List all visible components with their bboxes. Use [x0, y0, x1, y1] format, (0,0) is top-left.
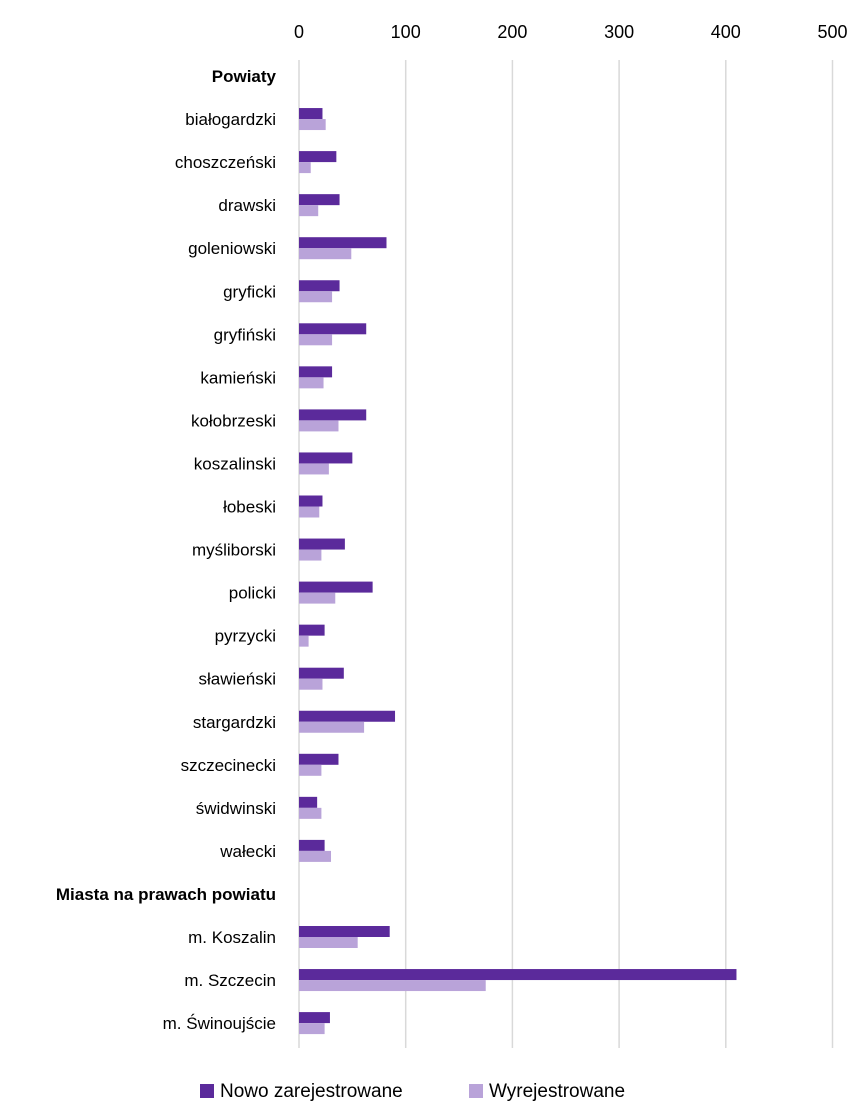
bar-wyrejestrowane	[299, 764, 322, 776]
bar-nowo-zarejestrowane	[299, 667, 344, 679]
bar-nowo-zarejestrowane	[299, 237, 387, 249]
category-labels: Powiaty białogardzki choszczeński drawski go…	[56, 67, 277, 1033]
bars	[299, 108, 737, 1035]
bar-wyrejestrowane	[299, 678, 323, 690]
category-label: choszczeński	[175, 153, 276, 172]
x-axis-ticks: 0 100 200 300 400 500	[294, 22, 848, 42]
category-label: pyrzycki	[215, 627, 276, 646]
bar-nowo-zarejestrowane	[299, 710, 396, 722]
bar-wyrejestrowane	[299, 463, 329, 475]
category-label: koszalinski	[194, 454, 276, 473]
x-tick-label: 500	[817, 22, 847, 42]
bar-nowo-zarejestrowane	[299, 839, 325, 851]
bar-nowo-zarejestrowane	[299, 452, 353, 464]
category-label: stargardzki	[193, 713, 276, 732]
bar-wyrejestrowane	[299, 807, 322, 819]
bar-nowo-zarejestrowane	[299, 1012, 330, 1024]
bar-nowo-zarejestrowane	[299, 926, 390, 937]
category-label: wałecki	[219, 842, 276, 861]
category-label: sławieński	[199, 670, 276, 689]
category-label: gryficki	[223, 282, 276, 301]
bar-wyrejestrowane	[299, 291, 333, 303]
bar-nowo-zarejestrowane	[299, 323, 367, 335]
bar-wyrejestrowane	[299, 119, 326, 131]
bar-nowo-zarejestrowane	[299, 538, 345, 550]
bar-wyrejestrowane	[299, 592, 336, 604]
bar-nowo-zarejestrowane	[299, 624, 325, 636]
bar-nowo-zarejestrowane	[299, 151, 337, 163]
legend-item-wyrejestrowane: Wyrejestrowane	[489, 1081, 625, 1102]
category-label: kołobrzeski	[191, 411, 276, 430]
group-header-label: Miasta na prawach powiatu	[56, 885, 276, 904]
bar-wyrejestrowane	[299, 1023, 325, 1035]
x-tick-label: 200	[497, 22, 527, 42]
category-label: goleniowski	[188, 239, 276, 258]
category-label: m. Szczecin	[184, 971, 276, 990]
bar-nowo-zarejestrowane	[299, 194, 340, 206]
category-label: m. Koszalin	[188, 928, 276, 947]
bar-wyrejestrowane	[299, 205, 319, 217]
bar-wyrejestrowane	[299, 549, 322, 561]
bar-nowo-zarejestrowane	[299, 280, 340, 292]
grid-lines	[298, 60, 834, 1048]
bar-wyrejestrowane	[299, 850, 332, 862]
bar-nowo-zarejestrowane	[299, 796, 318, 808]
category-label: m. Świnoujście	[163, 1014, 276, 1033]
category-label: policki	[229, 584, 276, 603]
bar-wyrejestrowane	[299, 334, 333, 346]
category-label: kamieński	[200, 368, 276, 387]
x-tick-label: 0	[294, 22, 304, 42]
bar-wyrejestrowane	[299, 635, 309, 647]
group-header-label: Powiaty	[212, 67, 277, 86]
category-label: świdwinski	[196, 799, 276, 818]
legend-swatch	[469, 1084, 483, 1098]
bar-wyrejestrowane	[299, 377, 324, 389]
bar-wyrejestrowane	[299, 721, 365, 733]
bar-wyrejestrowane	[299, 937, 358, 948]
legend-swatch	[200, 1084, 214, 1098]
x-tick-label: 400	[711, 22, 741, 42]
bar-nowo-zarejestrowane	[299, 753, 339, 765]
bar-wyrejestrowane	[299, 980, 486, 992]
x-tick-label: 100	[391, 22, 421, 42]
legend: Nowo zarejestrowane Wyrejestrowane	[200, 1081, 625, 1102]
category-label: białogardzki	[185, 110, 276, 129]
category-label: szczecinecki	[181, 756, 276, 775]
bar-wyrejestrowane	[299, 248, 352, 260]
category-label: gryfiński	[214, 325, 276, 344]
category-label: łobeski	[223, 498, 276, 517]
bar-nowo-zarejestrowane	[299, 969, 737, 981]
bar-nowo-zarejestrowane	[299, 366, 333, 378]
category-label: myśliborski	[192, 541, 276, 560]
bar-wyrejestrowane	[299, 506, 320, 518]
bar-wyrejestrowane	[299, 162, 311, 174]
bar-wyrejestrowane	[299, 420, 339, 432]
bar-nowo-zarejestrowane	[299, 108, 323, 120]
x-tick-label: 300	[604, 22, 634, 42]
bar-nowo-zarejestrowane	[299, 495, 323, 507]
bar-nowo-zarejestrowane	[299, 409, 367, 421]
bar-nowo-zarejestrowane	[299, 581, 373, 593]
legend-item-nowo-zarejestrowane: Nowo zarejestrowane	[220, 1081, 403, 1102]
category-label: drawski	[218, 196, 276, 215]
